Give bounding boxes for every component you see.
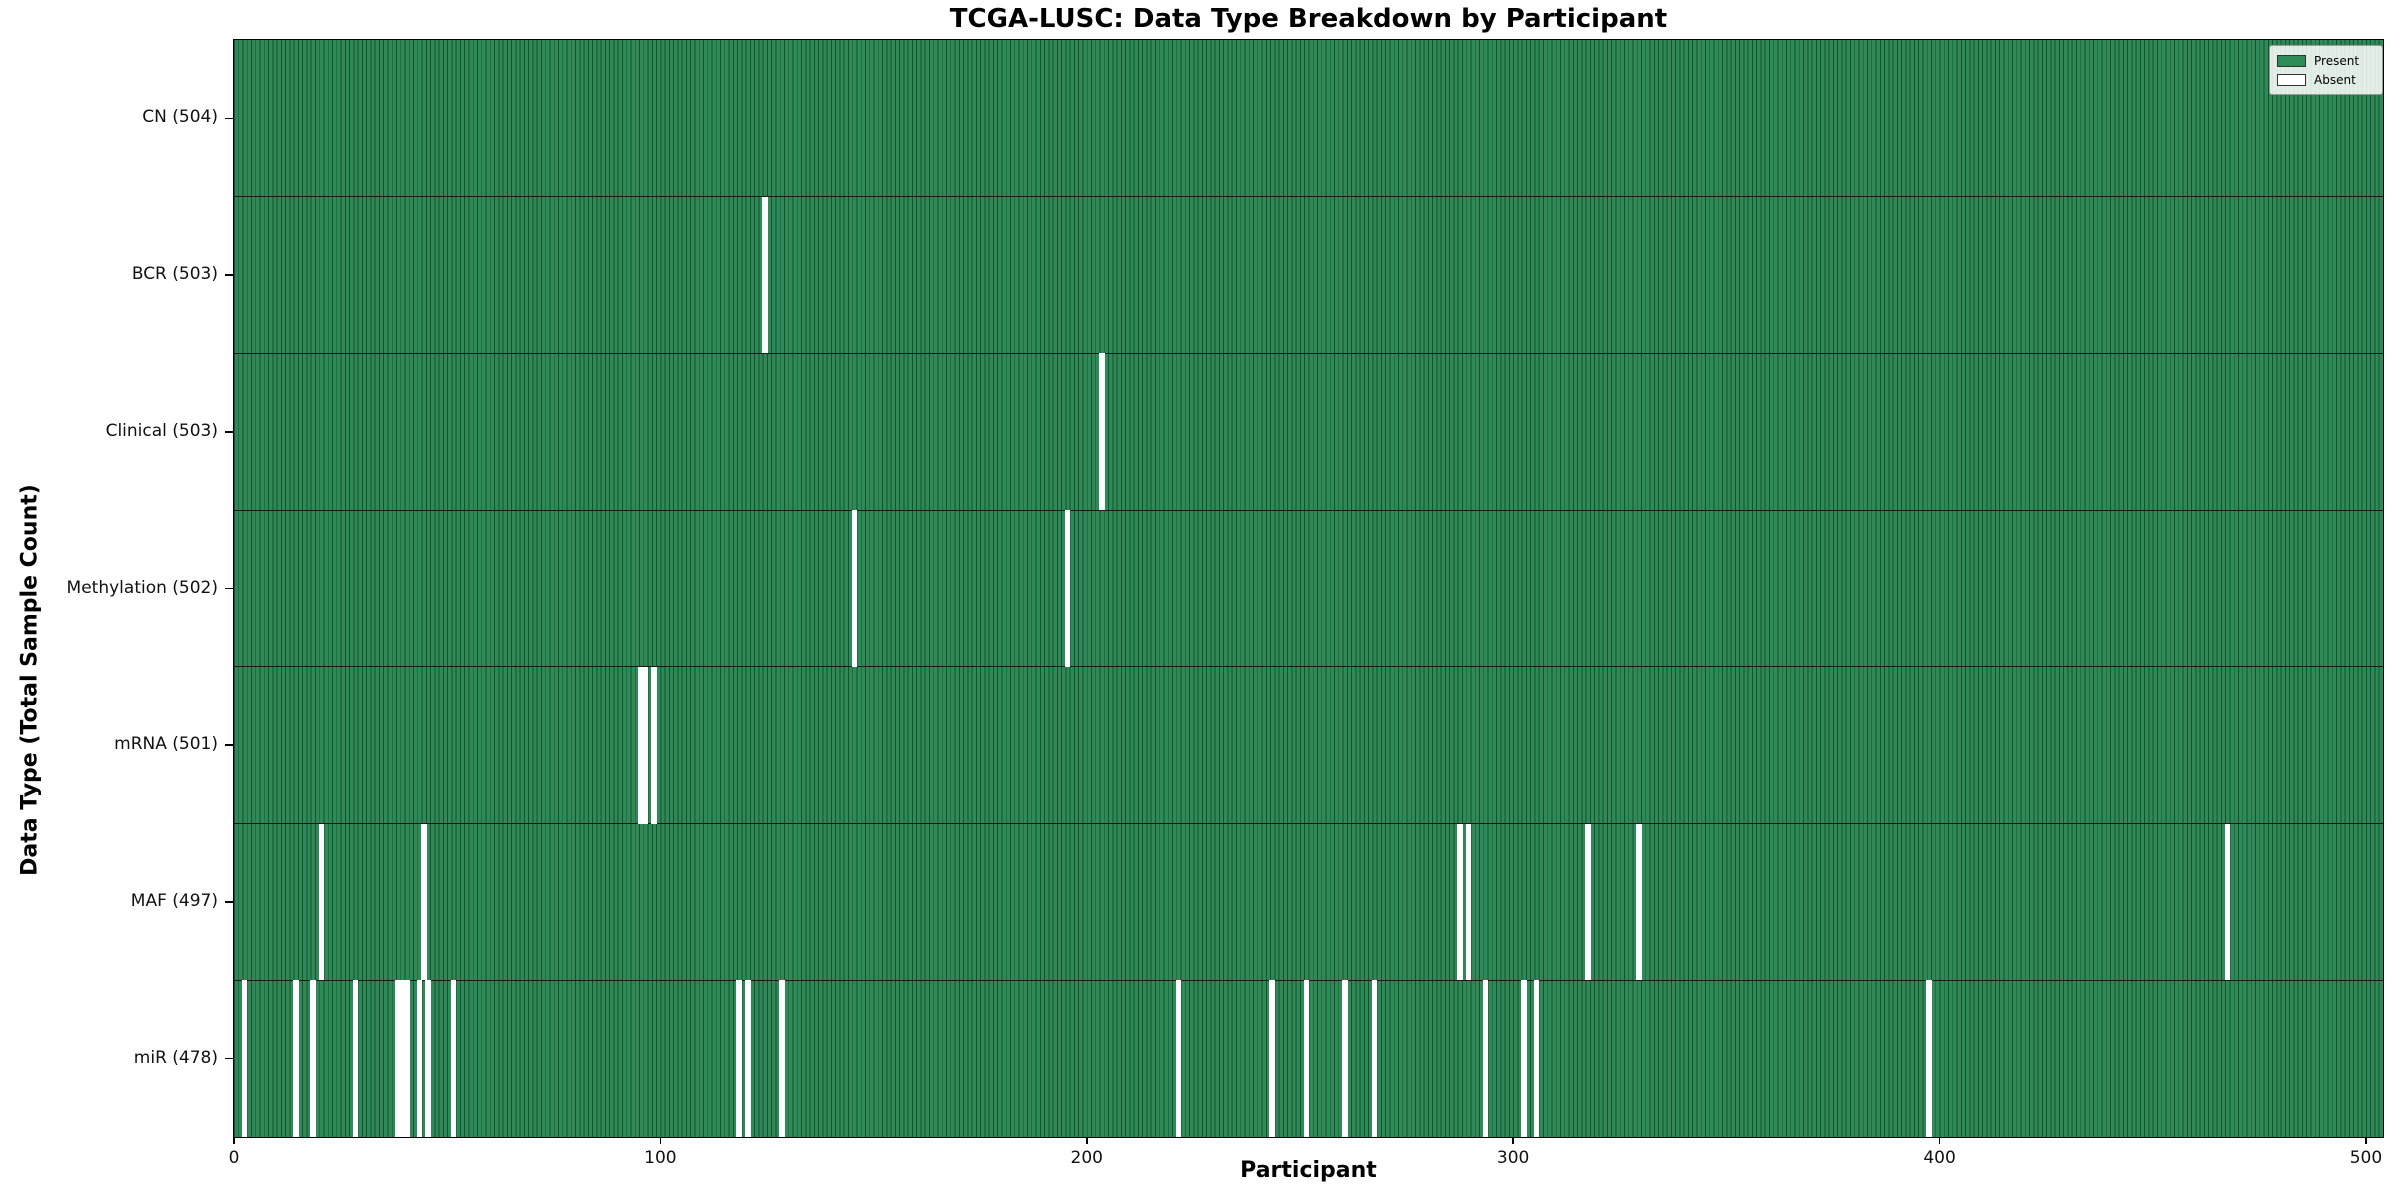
absent-mark-miR [399,980,406,1137]
legend: Present Absent [2269,45,2383,95]
x-tick-label: 200 [1070,1148,1103,1168]
absent-mark-BCR [762,196,768,354]
y-tick-mark [225,744,234,746]
absent-mark-Clinical [1098,353,1105,511]
y-tick-label-Methylation: Methylation (502) [66,577,218,598]
absent-mark-miR [736,980,743,1137]
absent-mark-miR [310,980,316,1137]
y-tick-label-mRNA: mRNA (501) [114,734,218,755]
absent-mark-mRNA [651,666,657,824]
y-tick-mark [225,431,234,433]
y-tick-label-MAF: MAF (497) [130,890,218,911]
x-tick-mark [1938,1137,1941,1144]
x-tick-label: 300 [1496,1148,1530,1168]
x-tick-mark [2365,1137,2367,1144]
absent-mark-MAF [1465,823,1472,981]
absent-mark-MAF [1457,823,1463,981]
y-tick-label-Clinical: Clinical (503) [105,420,218,441]
absent-mark-miR [1371,980,1378,1137]
y-tick-label-CN: CN (504) [142,107,218,128]
absent-mark-miR [241,980,248,1137]
x-tick-mark [659,1137,662,1144]
y-tick-label-BCR: BCR (503) [131,264,218,285]
x-tick-label: 100 [644,1148,677,1168]
y-axis-label: Data Type (Total Sample Count) [17,484,43,876]
absent-mark-miR [744,980,751,1137]
absent-mark-miR [352,980,359,1137]
legend-entry: Present [2277,51,2375,70]
row-divider [234,666,2383,668]
absent-mark-miR [403,980,410,1137]
x-axis-label: Participant [1240,1158,1377,1183]
plot-area: Present Absent [232,38,2384,1138]
x-tick-label: 500 [2349,1148,2383,1168]
absent-mark-Methylation [851,510,858,667]
absent-mark-Methylation [1064,510,1071,667]
x-tick-mark [1512,1137,1514,1144]
absent-mark-miR [1175,980,1182,1137]
absent-mark-miR [1341,980,1348,1137]
legend-label: Present [2314,53,2360,68]
absent-mark-miR [395,980,401,1137]
x-tick-mark [233,1137,235,1144]
absent-mark-miR [1303,980,1310,1137]
y-tick-mark [225,901,234,903]
absent-mark-miR [779,980,785,1137]
y-tick-mark [225,1057,234,1060]
absent-mark-miR [416,980,423,1137]
absent-mark-MAF [318,823,325,981]
y-tick-mark [225,117,234,120]
legend-swatch-absent [2277,73,2306,86]
legend-swatch-present [2277,54,2306,67]
row-divider [234,509,2383,511]
absent-mark-miR [292,980,299,1137]
absent-mark-miR [1926,980,1932,1137]
x-tick-label: 400 [1923,1148,1956,1168]
row-divider [234,979,2383,981]
x-tick-label: 0 [228,1148,240,1168]
absent-mark-miR [1520,980,1527,1137]
y-tick-label-miR: miR (478) [133,1047,218,1068]
x-tick-mark [1086,1137,1088,1144]
y-tick-mark [225,274,234,276]
legend-label: Absent [2314,72,2356,87]
row-divider [234,196,2383,198]
y-tick-mark [225,587,234,590]
row-divider [234,822,2383,825]
absent-mark-mRNA [638,666,645,824]
absent-mark-mRNA [642,666,649,824]
chart-title: TCGA-LUSC: Data Type Breakdown by Partic… [949,4,1668,34]
legend-entry: Absent [2277,70,2375,89]
plot-frame [232,38,2384,1138]
absent-mark-miR [1482,980,1489,1137]
absent-mark-MAF [2224,823,2231,981]
absent-mark-miR [450,980,457,1137]
absent-mark-miR [425,980,431,1137]
absent-mark-MAF [420,823,427,981]
row-divider [234,352,2383,354]
absent-mark-MAF [1584,823,1591,981]
absent-mark-miR [1269,980,1276,1137]
absent-mark-MAF [1636,823,1642,981]
absent-mark-miR [1533,980,1540,1137]
